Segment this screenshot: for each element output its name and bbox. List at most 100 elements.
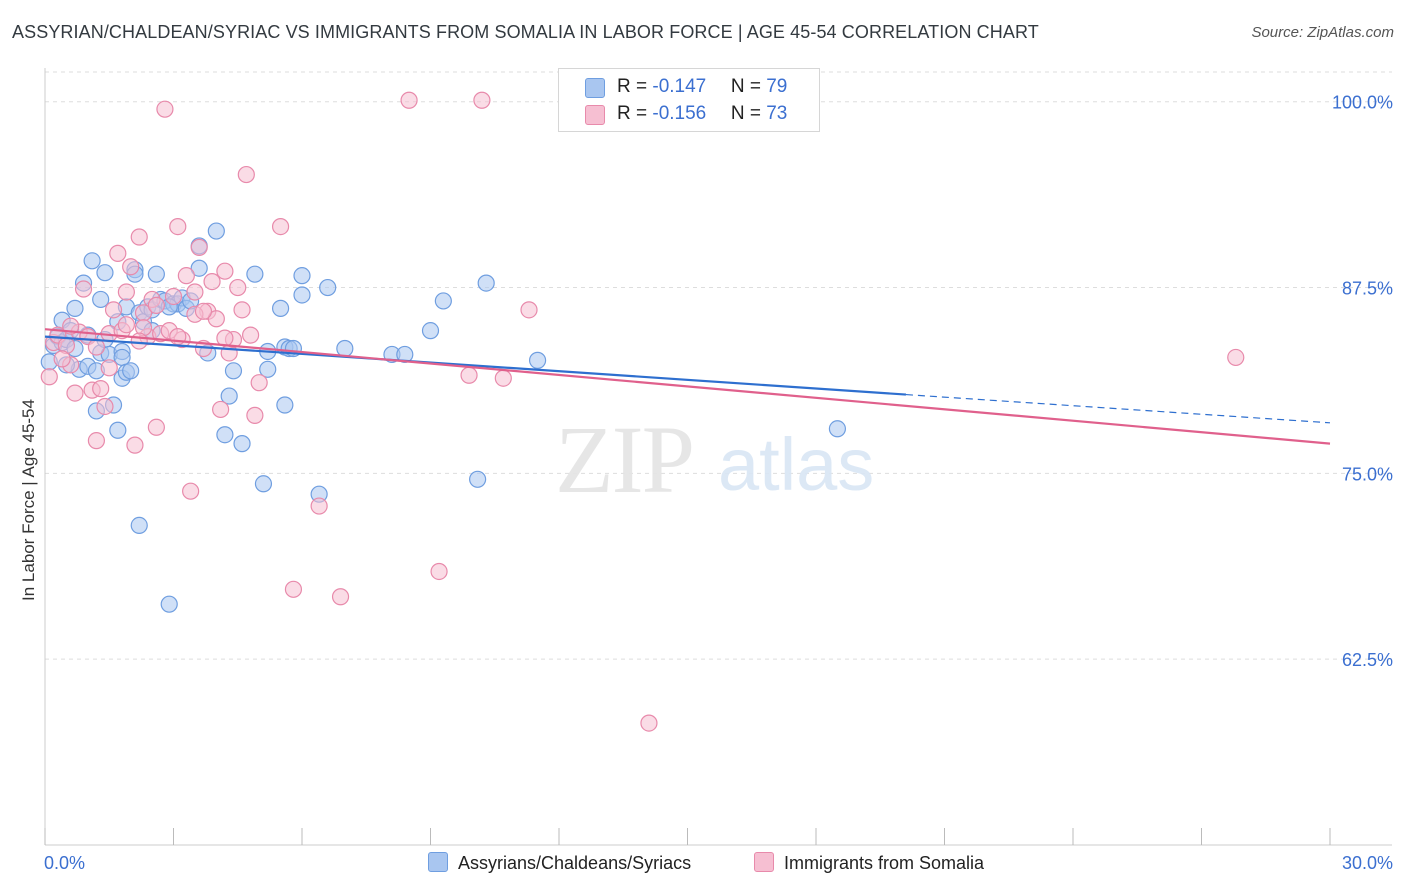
bottom-legend-label-assyrians: Assyrians/Chaldeans/Syriacs (458, 853, 692, 873)
assyrians-point-17 (96, 264, 114, 282)
legend-n-value-1: 79 (766, 76, 788, 97)
somalia-point-54 (430, 562, 448, 581)
legend-row-somalia: R = -0.156 N = 73 (617, 103, 787, 127)
correlation-legend: R = -0.147 N = 79 R = -0.156 N = 73 (558, 68, 820, 132)
assyrians-point-54 (246, 265, 264, 283)
legend-r-value-2: -0.156 (652, 103, 707, 124)
assyrians-point-28 (122, 362, 140, 380)
legend-swatch-somalia (585, 105, 605, 125)
assyrians-point-37 (147, 265, 165, 283)
somalia-point-7 (74, 280, 93, 298)
axes (44, 68, 1392, 846)
somalia-point-66 (147, 296, 165, 314)
assyrians-point-60 (276, 396, 294, 414)
series-assyrians-points (40, 222, 847, 613)
somalia-point-61 (53, 350, 71, 368)
chart-title: ASSYRIAN/CHALDEAN/SYRIAC VS IMMIGRANTS F… (12, 22, 1039, 42)
assyrians-point-67 (336, 339, 354, 358)
legend-r-value-1: -0.147 (652, 76, 707, 97)
assyrians-point-40 (160, 595, 178, 613)
somalia-point-44 (233, 301, 251, 319)
somalia-point-60 (1227, 348, 1245, 367)
watermark-atlas: atlas (718, 423, 874, 506)
trend-line-assyrians (44, 335, 907, 396)
somalia-point-28 (164, 287, 183, 306)
somalia-point-32 (182, 482, 200, 500)
somalia-point-48 (250, 374, 268, 392)
assyrians-point-75 (828, 420, 847, 438)
somalia-point-19 (126, 436, 144, 454)
watermark-zip: ZIP (555, 406, 693, 513)
y-tick-label-2: 87.5% (1342, 279, 1393, 299)
somalia-point-14 (104, 301, 123, 319)
somalia-point-69 (194, 302, 213, 320)
somalia-point-10 (87, 432, 106, 450)
somalia-point-52 (331, 588, 350, 606)
somalia-point-43 (229, 278, 247, 297)
series-somalia-points (40, 91, 1245, 732)
somalia-point-18 (122, 258, 140, 276)
y-tick-label-0: 62.5% (1342, 650, 1393, 670)
assyrians-point-51 (216, 426, 234, 444)
assyrians-point-66 (319, 278, 337, 297)
bottom-legend-somalia: Immigrants from Somalia (754, 852, 984, 874)
somalia-point-17 (117, 283, 135, 301)
somalia-point-55 (460, 366, 478, 384)
tick-labels: 62.5% 75.0% 87.5% 100.0% 0.0% 30.0% (44, 93, 1393, 873)
assyrians-point-64 (293, 267, 311, 285)
somalia-point-40 (216, 262, 234, 280)
assyrians-point-56 (259, 360, 277, 378)
somalia-point-5 (66, 384, 84, 402)
assyrians-point-73 (477, 274, 495, 292)
somalia-point-0 (40, 368, 58, 386)
somalia-point-15 (109, 244, 127, 262)
assyrians-point-72 (469, 470, 487, 488)
y-tick-label-1: 75.0% (1342, 464, 1393, 484)
somalia-point-33 (186, 283, 204, 301)
watermark: ZIP atlas (555, 406, 874, 513)
bottom-legend-assyrians: Assyrians/Chaldeans/Syriacs (428, 852, 691, 874)
source-label: Source: ZipAtlas.com (1251, 24, 1394, 41)
somalia-point-71 (100, 359, 118, 377)
somalia-point-51 (310, 497, 328, 515)
somalia-point-45 (237, 165, 255, 184)
somalia-point-59 (640, 714, 658, 732)
somalia-point-12 (96, 397, 114, 416)
assyrians-point-55 (254, 475, 273, 493)
legend-n-label-2: N = (730, 103, 767, 124)
somalia-point-26 (156, 100, 174, 118)
somalia-point-49 (271, 218, 290, 236)
assyrians-point-74 (528, 351, 547, 369)
legend-row-assyrians: R = -0.147 N = 79 (617, 76, 787, 100)
legend-n-value-2: 73 (766, 103, 788, 124)
assyrians-point-58 (271, 299, 290, 317)
somalia-point-24 (147, 418, 165, 436)
assyrians-point-32 (130, 516, 148, 534)
somalia-point-11 (92, 380, 110, 398)
somalia-point-53 (400, 91, 418, 109)
assyrians-point-49 (207, 222, 225, 240)
trend-line-somalia (44, 328, 1331, 445)
y-tick-label-3: 100.0% (1332, 93, 1393, 113)
legend-r-label-1: R = (617, 76, 653, 97)
y-axis-label-wrap: In Labor Force | Age 45-54 (8, 300, 48, 700)
assyrians-point-47 (190, 259, 208, 277)
somalia-point-37 (203, 273, 221, 291)
legend-r-label-2: R = (617, 103, 653, 124)
assyrians-point-63 (293, 286, 311, 304)
trend-line-assyrians-extension (905, 393, 1331, 424)
somalia-point-58 (520, 301, 538, 319)
somalia-point-46 (242, 326, 260, 344)
assyrians-point-70 (421, 322, 440, 340)
somalia-point-39 (212, 400, 230, 419)
somalia-point-47 (246, 406, 264, 424)
somalia-point-29 (169, 218, 187, 236)
x-tick-label-0: 0.0% (44, 853, 85, 873)
legend-swatch-assyrians (585, 78, 605, 98)
assyrians-point-53 (233, 435, 251, 453)
somalia-point-38 (207, 310, 225, 328)
bottom-legend-swatch-somalia (754, 852, 774, 872)
somalia-point-50 (284, 580, 303, 598)
x-tick-label-30: 30.0% (1342, 853, 1393, 873)
